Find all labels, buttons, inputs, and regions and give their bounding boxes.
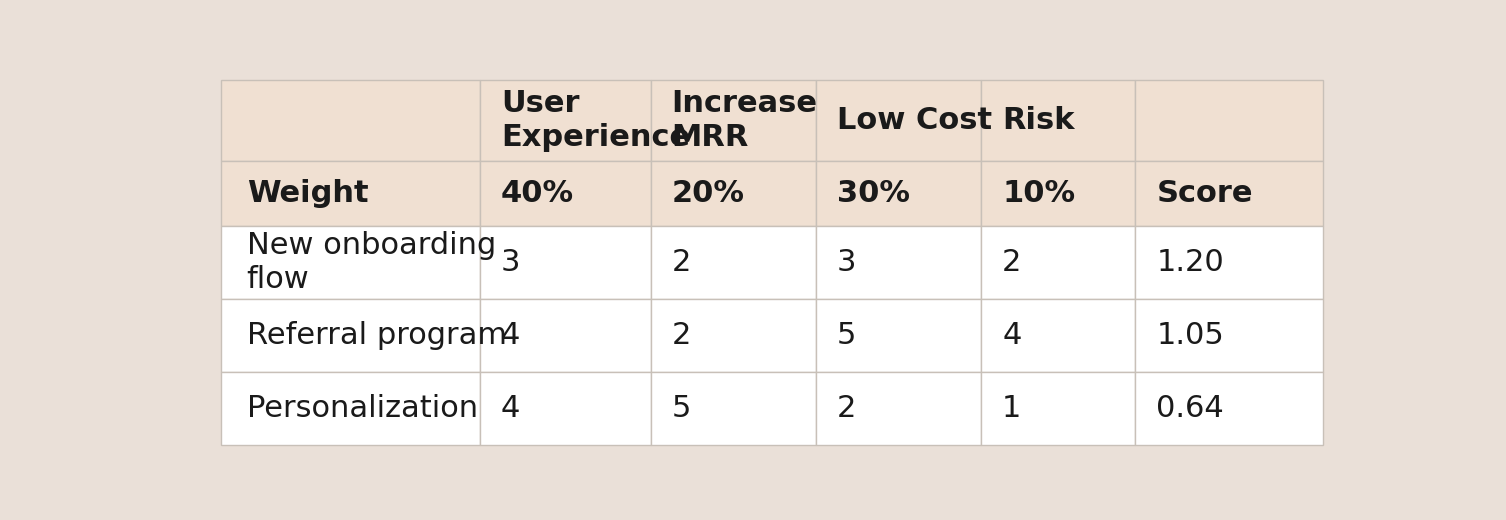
Text: Personalization: Personalization: [247, 394, 477, 423]
Bar: [1136, 81, 1322, 161]
Text: Score: Score: [1157, 179, 1253, 208]
Text: 1.20: 1.20: [1157, 248, 1224, 277]
Text: 5: 5: [672, 394, 691, 423]
Bar: [982, 299, 1136, 372]
Bar: [480, 299, 651, 372]
Text: 1.05: 1.05: [1157, 321, 1224, 350]
Text: 40%: 40%: [501, 179, 574, 208]
Bar: [221, 81, 480, 161]
Bar: [480, 226, 651, 299]
Bar: [1136, 372, 1322, 445]
Bar: [651, 81, 816, 161]
Bar: [816, 226, 982, 299]
Bar: [480, 81, 651, 161]
Bar: [651, 372, 816, 445]
Bar: [816, 372, 982, 445]
Bar: [480, 372, 651, 445]
Text: User
Experience: User Experience: [501, 89, 690, 152]
Text: 3: 3: [837, 248, 857, 277]
Text: Increase
MRR: Increase MRR: [672, 89, 818, 152]
Bar: [816, 81, 982, 161]
Text: Referral program: Referral program: [247, 321, 506, 350]
Bar: [982, 161, 1136, 226]
Bar: [982, 81, 1136, 161]
Bar: [816, 299, 982, 372]
Text: 20%: 20%: [672, 179, 744, 208]
Bar: [816, 161, 982, 226]
Bar: [1136, 299, 1322, 372]
Text: Risk: Risk: [1001, 106, 1075, 135]
Text: 4: 4: [501, 321, 520, 350]
Text: 2: 2: [672, 248, 691, 277]
Text: 0.64: 0.64: [1157, 394, 1224, 423]
Bar: [982, 372, 1136, 445]
Text: Low Cost: Low Cost: [837, 106, 992, 135]
Bar: [1136, 226, 1322, 299]
Text: 3: 3: [501, 248, 521, 277]
Bar: [651, 299, 816, 372]
Bar: [221, 299, 480, 372]
Bar: [651, 161, 816, 226]
Text: 2: 2: [1001, 248, 1021, 277]
Bar: [221, 372, 480, 445]
Text: 4: 4: [1001, 321, 1021, 350]
Bar: [651, 226, 816, 299]
Bar: [480, 161, 651, 226]
Bar: [221, 161, 480, 226]
Text: Weight: Weight: [247, 179, 369, 208]
Text: 10%: 10%: [1001, 179, 1075, 208]
Text: 30%: 30%: [837, 179, 910, 208]
Text: New onboarding
flow: New onboarding flow: [247, 231, 495, 294]
Bar: [221, 226, 480, 299]
Bar: [982, 226, 1136, 299]
Text: 2: 2: [837, 394, 857, 423]
Text: 4: 4: [501, 394, 520, 423]
Text: 5: 5: [837, 321, 857, 350]
Text: 2: 2: [672, 321, 691, 350]
Text: 1: 1: [1001, 394, 1021, 423]
Bar: [1136, 161, 1322, 226]
